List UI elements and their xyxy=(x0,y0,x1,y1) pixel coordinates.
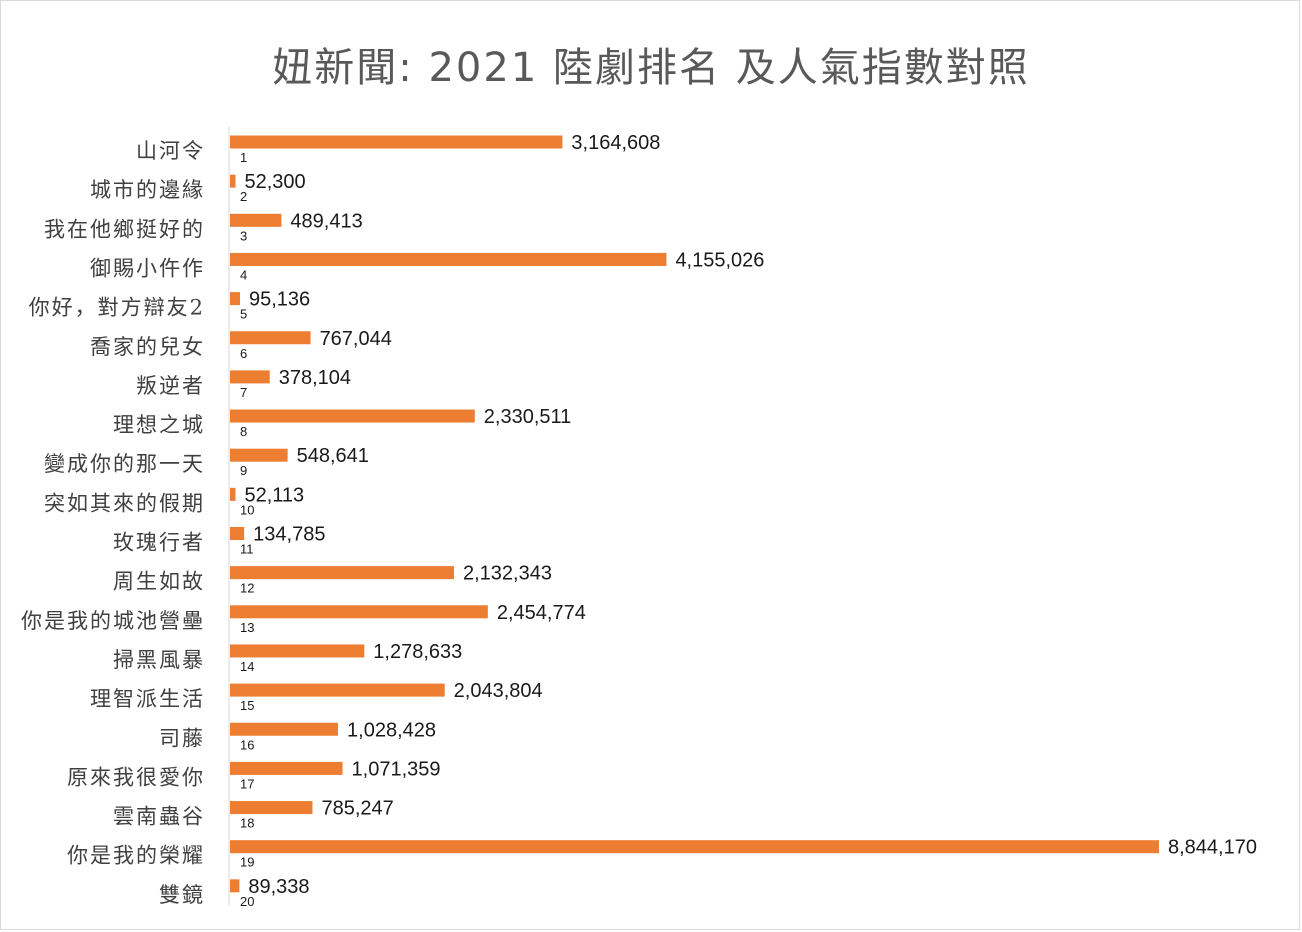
bar xyxy=(230,331,311,345)
bar xyxy=(230,761,343,775)
bar xyxy=(230,292,240,306)
rank-label: 14 xyxy=(240,659,254,674)
bar xyxy=(230,722,339,736)
rank-label: 7 xyxy=(240,385,247,400)
data-label: 2,330,511 xyxy=(484,406,572,428)
bar xyxy=(230,487,236,501)
rank-label: 15 xyxy=(240,698,254,713)
rank-label: 20 xyxy=(240,894,254,909)
category-label: 變成你的那一天 xyxy=(44,452,205,476)
chart-title: 妞新聞: 2021 陸劇排名 及人氣指數對照 xyxy=(272,45,1030,91)
rank-label: 6 xyxy=(240,346,247,361)
rank-label: 16 xyxy=(240,737,254,752)
data-label: 785,247 xyxy=(321,798,393,820)
data-label: 767,044 xyxy=(320,328,392,350)
rank-label: 5 xyxy=(240,307,247,322)
bar xyxy=(230,644,365,658)
data-label: 1,278,633 xyxy=(373,641,462,663)
data-label: 4,155,026 xyxy=(675,249,764,271)
data-label: 52,113 xyxy=(244,484,304,506)
bar xyxy=(230,409,475,423)
rank-label: 18 xyxy=(240,816,254,831)
category-label: 御賜小仵作 xyxy=(90,256,205,280)
category-label: 我在他鄉挺好的 xyxy=(44,217,205,241)
data-label: 3,164,608 xyxy=(571,132,660,154)
bar xyxy=(230,566,454,580)
rank-label: 8 xyxy=(240,424,247,439)
rank-label: 17 xyxy=(240,776,254,791)
bar xyxy=(230,683,445,697)
category-label: 理智派生活 xyxy=(90,687,205,711)
bar xyxy=(230,174,236,188)
category-label: 你好，對方辯友2 xyxy=(29,296,205,320)
category-label: 突如其來的假期 xyxy=(44,491,205,515)
category-label: 你是我的榮耀 xyxy=(67,844,205,868)
data-label: 2,043,804 xyxy=(454,680,543,702)
data-label: 89,338 xyxy=(248,876,309,898)
category-label: 掃黑風暴 xyxy=(113,648,205,672)
bar xyxy=(230,448,288,462)
category-label: 理想之城 xyxy=(113,413,205,437)
category-label: 玫瑰行者 xyxy=(113,531,205,555)
bar xyxy=(230,879,240,893)
category-label: 喬家的兒女 xyxy=(90,335,205,359)
rank-label: 19 xyxy=(240,855,254,870)
category-label: 雲南蟲谷 xyxy=(113,805,205,829)
category-label: 雙鏡 xyxy=(159,883,205,907)
bar xyxy=(230,252,667,266)
category-label: 城市的邊緣 xyxy=(90,178,205,202)
rank-label: 2 xyxy=(240,189,247,204)
rank-label: 4 xyxy=(240,267,247,282)
bar xyxy=(230,605,488,619)
data-label: 134,785 xyxy=(253,524,325,546)
data-label: 8,844,170 xyxy=(1168,837,1257,859)
bar xyxy=(230,135,563,149)
data-label: 378,104 xyxy=(279,367,351,389)
category-label: 叛逆者 xyxy=(136,374,205,398)
data-label: 1,028,428 xyxy=(347,719,436,741)
data-label: 52,300 xyxy=(244,171,305,193)
category-label: 原來我很愛你 xyxy=(67,765,205,789)
data-label: 489,413 xyxy=(290,210,362,232)
rank-label: 3 xyxy=(240,228,247,243)
category-label: 司藤 xyxy=(159,726,205,750)
rank-label: 1 xyxy=(240,150,247,165)
bar xyxy=(230,801,313,815)
rank-label: 13 xyxy=(240,620,254,635)
rank-label: 10 xyxy=(240,502,254,517)
rank-label: 12 xyxy=(240,581,254,596)
category-label: 周生如故 xyxy=(113,570,205,594)
bar xyxy=(230,840,1159,854)
data-label: 1,071,359 xyxy=(352,758,441,780)
rank-label: 9 xyxy=(240,463,247,478)
bar xyxy=(230,527,245,540)
bar xyxy=(230,370,270,384)
category-label: 山河令 xyxy=(136,139,205,163)
category-label: 你是我的城池營壘 xyxy=(21,609,205,633)
data-label: 548,641 xyxy=(297,445,369,467)
data-label: 95,136 xyxy=(249,289,310,311)
rank-label: 11 xyxy=(240,542,254,557)
data-label: 2,132,343 xyxy=(463,563,552,585)
bar xyxy=(230,213,282,227)
data-label: 2,454,774 xyxy=(497,602,586,624)
